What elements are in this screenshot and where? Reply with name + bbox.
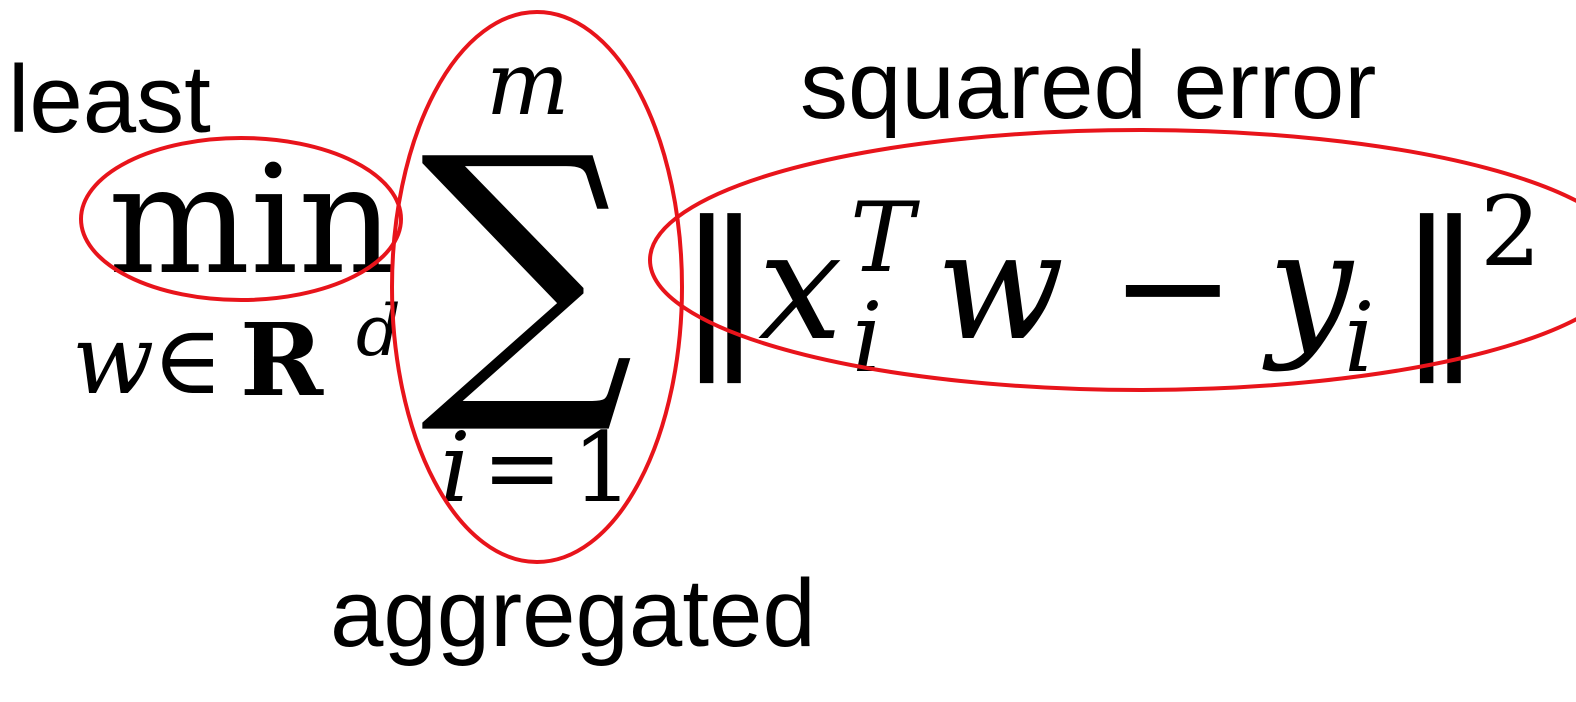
sum-symbol: ∑ (420, 93, 635, 442)
minus-sign: − (1110, 200, 1236, 374)
y-variable: y (1268, 200, 1353, 374)
element-of-symbol: ∈ (152, 304, 224, 416)
min-operator: min (108, 134, 395, 308)
norm-open: ‖ (678, 186, 763, 384)
real-set-symbol: R (240, 301, 324, 419)
w-variable: w (936, 200, 1065, 374)
x-transpose: T (850, 182, 915, 294)
sum-lower-value: 1 (572, 412, 634, 524)
constraint-variable: w (72, 304, 155, 416)
sum-lower-equals: = (482, 412, 563, 524)
label-squared-error: squared error (800, 32, 1377, 139)
y-subscript: i (1344, 282, 1375, 394)
label-least: least (8, 46, 211, 153)
norm-power: 2 (1480, 176, 1542, 288)
x-variable: x (758, 200, 843, 374)
norm-close: ‖ (1398, 186, 1483, 384)
sum-lower-index: i (440, 412, 471, 524)
dimension-exponent: d (356, 290, 401, 372)
label-aggregated: aggregated (330, 560, 816, 667)
x-subscript: i (852, 282, 883, 394)
